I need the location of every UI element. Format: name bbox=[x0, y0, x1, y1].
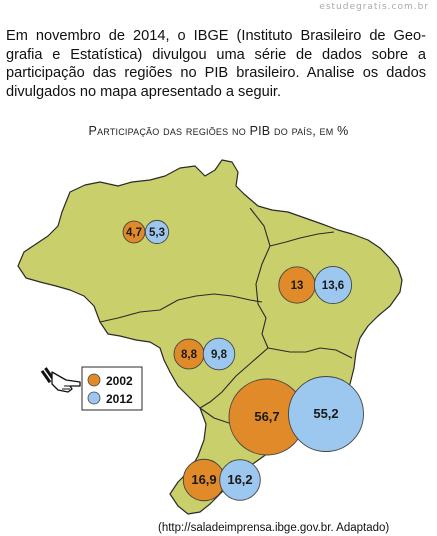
bubble-label-northeast-2002: 13 bbox=[291, 280, 304, 292]
bubble-south-2012 bbox=[219, 459, 261, 501]
bubble-label-southeast-2002: 56,7 bbox=[254, 409, 279, 424]
bubble-label-south-2002: 16,9 bbox=[191, 472, 216, 487]
legend: 2002 2012 bbox=[81, 366, 143, 411]
bubble-label-north-2002: 4,7 bbox=[126, 227, 142, 239]
legend-label-2012: 2012 bbox=[106, 392, 133, 406]
bubble-label-northeast-2012: 13,6 bbox=[322, 280, 344, 292]
bubble-north-2012 bbox=[144, 219, 170, 245]
border-north-centerwest bbox=[99, 293, 263, 323]
source-citation: (http://saladeimprensa.ibge.gov.br. Adap… bbox=[158, 522, 390, 534]
legend-swatch-2012 bbox=[87, 391, 101, 405]
legend-swatch-2002 bbox=[87, 373, 101, 387]
border-centerwest-southeast bbox=[199, 347, 269, 409]
border-north-northeast bbox=[249, 207, 271, 349]
bubble-label-southeast-2012: 55,2 bbox=[313, 406, 338, 421]
bubble-centerwest-2012 bbox=[202, 337, 236, 371]
bubble-label-centerwest-2012: 9,8 bbox=[211, 349, 228, 361]
border-northeast-southeast bbox=[267, 347, 353, 359]
chart-title: Participação das regiões no PIB do país,… bbox=[88, 124, 349, 138]
legend-label-2002: 2002 bbox=[106, 374, 133, 388]
bubble-northeast-2012 bbox=[313, 265, 353, 305]
bubble-southeast-2012 bbox=[288, 376, 364, 452]
pointing-hand-icon bbox=[40, 367, 81, 393]
bubble-label-north-2012: 5,3 bbox=[149, 227, 165, 239]
bubble-label-south-2012: 16,2 bbox=[227, 472, 252, 487]
bubbles-layer: 4,7 5,3 13 13,6 8,8 9,8 56,7 55,2 16,9 16,2 bbox=[122, 219, 364, 502]
bubble-label-centerwest-2002: 8,8 bbox=[181, 349, 198, 361]
site-watermark: estudegratis.com.br bbox=[319, 2, 429, 12]
intro-paragraph: Em novembro de 2014, o IBGE (Instituto B… bbox=[6, 28, 426, 100]
border-inner-northeast bbox=[269, 231, 335, 247]
